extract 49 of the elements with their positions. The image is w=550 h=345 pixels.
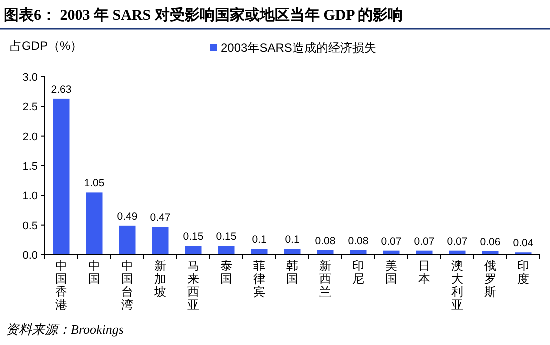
data-label: 1.05 xyxy=(84,178,105,190)
x-tick-label: 韩国 xyxy=(286,259,298,286)
x-tick-label: 马来西亚 xyxy=(188,259,200,312)
x-tick-label: 日本 xyxy=(418,259,430,286)
x-tick-label: 泰国 xyxy=(220,259,232,286)
y-tick-label: 3.0 xyxy=(22,72,38,84)
data-label: 0.47 xyxy=(150,212,171,224)
data-label: 0.1 xyxy=(252,234,267,246)
data-label: 0.15 xyxy=(216,231,237,244)
y-tick-label: 2.0 xyxy=(22,131,38,144)
bar xyxy=(119,226,136,255)
data-label: 0.04 xyxy=(513,238,534,250)
chart-title: 图表6： 2003 年 SARS 对受影响国家或地区当年 GDP 的影响 xyxy=(4,6,404,24)
bar xyxy=(218,246,235,255)
y-tick-label: 0.0 xyxy=(22,250,38,262)
y-tick-label: 1.5 xyxy=(22,161,38,173)
x-tick-label: 印度 xyxy=(518,259,530,286)
legend-label: 2003年SARS造成的经济损失 xyxy=(221,41,376,55)
x-tick-label: 俄罗斯 xyxy=(484,259,496,299)
bar xyxy=(284,249,301,255)
data-label: 2.63 xyxy=(51,84,72,96)
bar xyxy=(185,246,202,255)
y-axis-title: 占GDP（%） xyxy=(10,39,83,53)
x-tick-label: 印尼 xyxy=(352,259,364,286)
x-tick-label: 中国台湾 xyxy=(122,259,134,312)
x-tick-label: 中国 xyxy=(88,259,100,286)
data-label: 0.08 xyxy=(315,235,336,248)
data-label: 0.08 xyxy=(348,235,369,248)
bar xyxy=(152,227,169,255)
data-label: 0.07 xyxy=(414,236,435,248)
bar xyxy=(86,192,103,255)
x-tick-label: 澳大利亚 xyxy=(452,259,464,312)
y-tick-label: 2.5 xyxy=(22,102,38,114)
data-label: 0.1 xyxy=(285,234,300,246)
data-label: 0.06 xyxy=(480,236,501,248)
data-label: 0.07 xyxy=(447,236,468,248)
x-tick-label: 菲律宾 xyxy=(254,259,266,299)
text: 资料来源：Brookings xyxy=(6,322,124,337)
x-tick-label: 新加坡 xyxy=(154,259,166,299)
x-tick-label: 美国 xyxy=(386,259,398,286)
x-tick-label: 中国香港 xyxy=(56,259,68,312)
y-tick-label: 1.0 xyxy=(22,190,38,203)
x-tick-label: 新西兰 xyxy=(320,259,332,299)
y-tick-label: 0.5 xyxy=(22,220,38,232)
bar xyxy=(251,249,268,255)
data-label: 0.49 xyxy=(117,210,138,223)
bar xyxy=(53,98,70,255)
data-label: 0.07 xyxy=(381,236,402,248)
data-label: 0.15 xyxy=(183,231,204,244)
